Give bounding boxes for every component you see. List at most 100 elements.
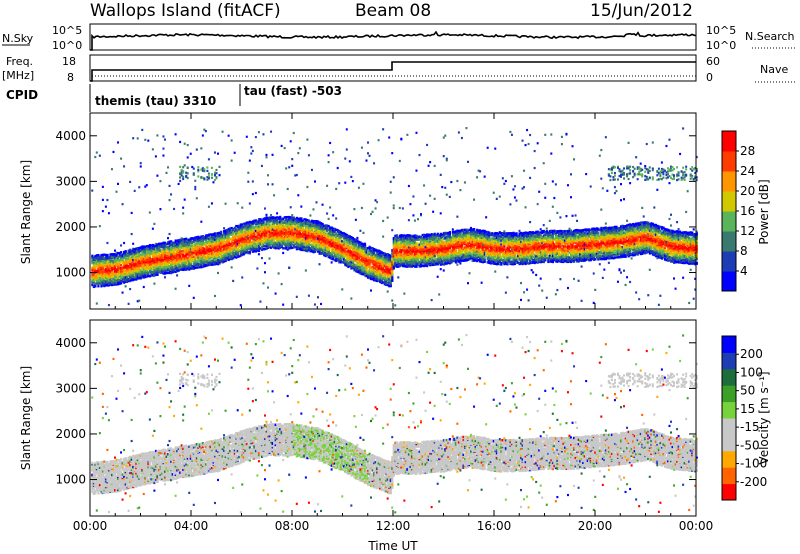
power-scatter-cell: [387, 216, 389, 218]
freq-panel: Freq. [MHz] 18 8 60 0 Nave: [2, 55, 795, 84]
freq-label-line1: Freq.: [6, 55, 33, 68]
power-scatter-cell: [378, 139, 380, 141]
cpid-program-2: tau (fast) -503: [244, 84, 342, 98]
nsearch-label: N.Search: [745, 30, 795, 43]
power-upper-cell: [215, 172, 217, 174]
power-scatter-cell: [153, 223, 155, 225]
power-scatter-cell: [99, 155, 101, 157]
power-scatter-cell: [182, 212, 184, 214]
power-scatter-cell: [122, 203, 124, 205]
power-scatter-cell: [346, 148, 348, 150]
power-upper-cell: [211, 177, 213, 179]
power-scatter-cell: [237, 202, 239, 204]
nsky-tick-top: 10^5: [52, 24, 82, 37]
power-scatter-cell: [352, 180, 354, 182]
power-upper-cell: [211, 167, 213, 169]
nsearch-tick-top: 10^5: [706, 24, 736, 37]
power-scatter-cell: [415, 132, 417, 134]
power-scatter-cell: [96, 151, 98, 153]
power-scatter-cell: [311, 169, 313, 171]
power-upper-cell: [197, 166, 199, 168]
power-scatter-cell: [376, 201, 378, 203]
power-scatter-cell: [328, 161, 330, 163]
power-cell: [120, 264, 122, 266]
power-cell: [220, 231, 222, 233]
power-scatter-cell: [114, 249, 116, 251]
power-scatter-cell: [120, 157, 122, 159]
power-scatter-cell: [137, 137, 139, 139]
power-scatter-cell: [106, 242, 108, 244]
freq-frame: [90, 55, 696, 81]
power-scatter-cell: [361, 147, 363, 149]
power-scatter-cell: [184, 143, 186, 145]
power-scatter-cell: [265, 156, 267, 158]
power-scatter-cell: [200, 147, 202, 149]
power-scatter-cell: [278, 272, 280, 274]
power-scatter-cell: [285, 167, 287, 169]
power-scatter-cell: [264, 262, 266, 264]
power-scatter-cell: [152, 148, 154, 150]
power-scatter-cell: [326, 212, 328, 214]
beam-title: Beam 08: [355, 1, 431, 21]
power-scatter-cell: [288, 267, 290, 269]
power-scatter-cell: [390, 181, 392, 183]
power-scatter-cell: [102, 199, 104, 201]
power-upper-cell: [211, 173, 213, 175]
power-scatter-cell: [258, 253, 260, 255]
power-scatter-cell: [314, 303, 316, 305]
power-scatter-cell: [362, 232, 364, 234]
power-scatter-cell: [335, 217, 337, 219]
power-scatter-cell: [287, 188, 289, 190]
power-scatter-cell: [409, 203, 411, 205]
power-scatter-cell: [211, 202, 213, 204]
power-cell: [97, 285, 99, 287]
power-scatter-cell: [164, 138, 166, 140]
power-scatter-cell: [169, 199, 171, 201]
power-upper-cell: [206, 166, 208, 168]
power-scatter-cell: [305, 269, 307, 271]
power-scatter-cell: [116, 191, 118, 193]
power-scatter-cell: [252, 193, 254, 195]
power-scatter-cell: [102, 186, 104, 188]
power-scatter-cell: [141, 129, 143, 131]
power-scatter-cell: [375, 207, 377, 209]
power-scatter-cell: [314, 180, 316, 182]
power-scatter-cell: [326, 185, 328, 187]
power-upper-cell: [208, 172, 210, 174]
nsearch-tick-bottom: 10^0: [706, 39, 736, 52]
power-scatter-cell: [132, 243, 134, 245]
power-scatter-cell: [175, 288, 177, 290]
power-scatter-cell: [96, 302, 98, 304]
power-scatter-cell: [275, 292, 277, 294]
power-scatter-cell: [128, 303, 130, 305]
power-scatter-cell: [125, 285, 127, 287]
nave-tick-top: 60: [706, 55, 720, 68]
power-scatter-cell: [391, 299, 393, 301]
power-scatter-cell: [265, 214, 267, 216]
power-scatter-cell: [176, 274, 178, 276]
power-scatter-cell: [162, 154, 164, 156]
power-upper-cell: [182, 176, 184, 178]
power-scatter-cell: [231, 139, 233, 141]
power-scatter-cell: [364, 243, 366, 245]
power-scatter-cell: [106, 199, 108, 201]
power-scatter-cell: [393, 204, 395, 206]
power-scatter-cell: [299, 147, 301, 149]
power-scatter-cell: [200, 221, 202, 223]
power-scatter-cell: [228, 135, 230, 137]
power-scatter-cell: [272, 154, 274, 156]
power-scatter-cell: [156, 134, 158, 136]
power-scatter-cell: [252, 180, 254, 182]
power-upper-cell: [187, 167, 189, 169]
power-scatter-cell: [217, 153, 219, 155]
power-scatter-cell: [270, 131, 272, 133]
power-scatter-cell: [373, 162, 375, 164]
power-scatter-cell: [252, 150, 254, 152]
power-scatter-cell: [212, 181, 214, 183]
power-scatter-cell: [276, 212, 278, 214]
power-scatter-cell: [297, 194, 299, 196]
power-scatter-cell: [159, 208, 161, 210]
power-scatter-cell: [140, 162, 142, 164]
power-cell: [120, 251, 122, 253]
freq-trace: [90, 62, 696, 81]
